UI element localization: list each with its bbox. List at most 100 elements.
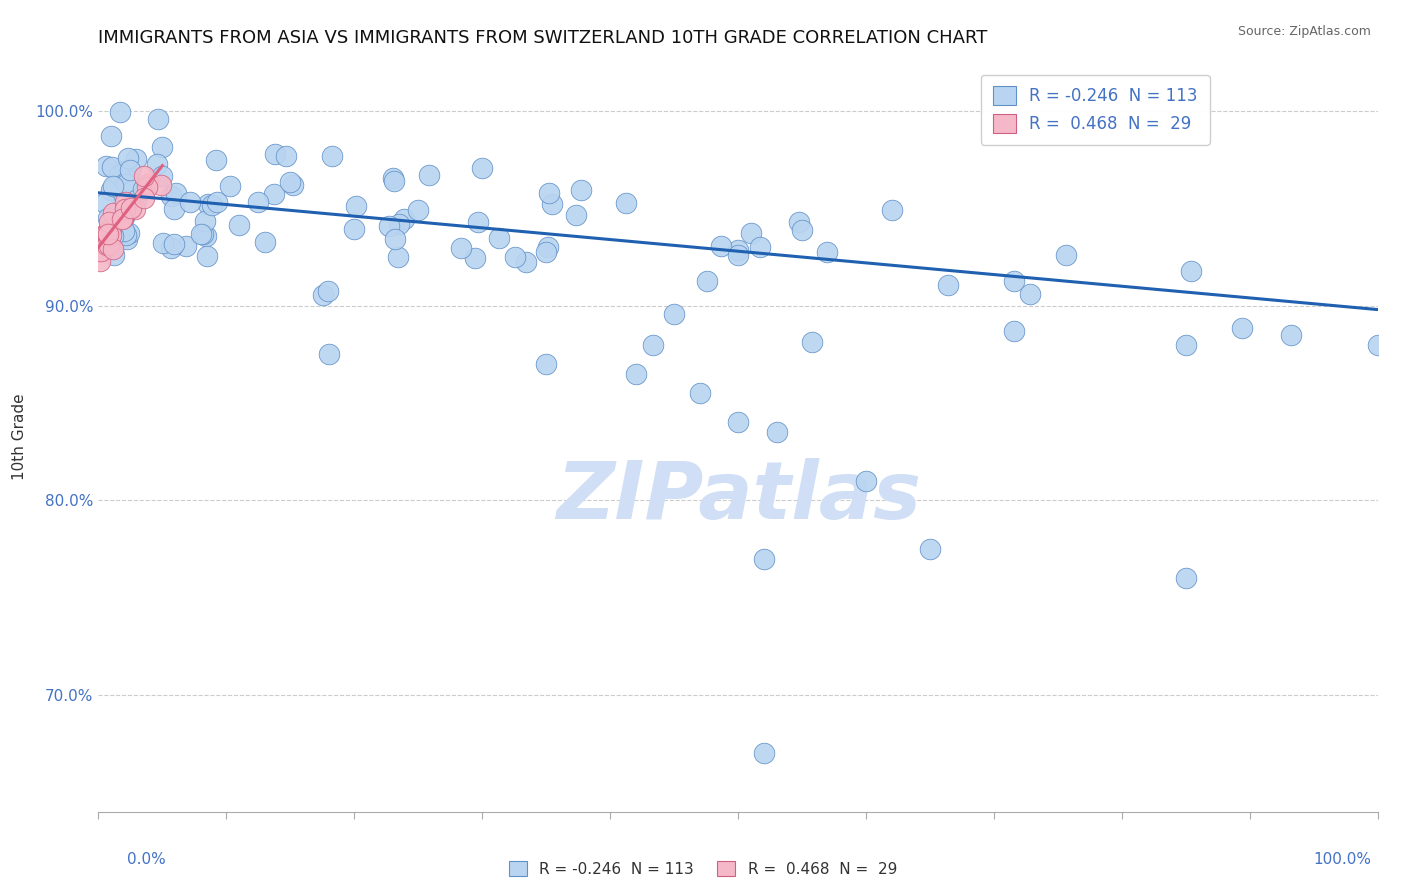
Point [752,747,775,761]
Point [93,238,115,252]
Point [384,231,406,245]
Point [343,222,366,236]
Point [120,202,142,216]
Point [112,164,135,178]
Point [191,227,214,241]
Point [936,277,959,292]
Point [100,129,122,144]
Point [381,171,404,186]
Point [96,227,118,241]
Point [392,212,415,227]
Point [765,425,787,440]
Point [124,193,146,207]
Point [114,195,136,210]
Point [464,252,486,266]
Point [471,161,494,175]
Point [569,183,592,197]
Point [152,169,174,183]
Point [97,238,120,252]
Point [534,245,557,260]
Point [727,248,749,262]
Point [90,244,112,259]
Point [160,189,183,203]
Point [96,159,118,173]
Point [1002,324,1025,338]
Point [503,251,526,265]
Point [120,163,142,178]
Point [538,186,561,201]
Point [146,157,169,171]
Point [880,203,903,218]
Point [316,285,339,299]
Point [108,105,131,120]
Point [1281,328,1303,343]
Point [89,254,111,268]
Point [112,210,135,224]
Point [467,215,489,229]
Point [97,232,120,246]
Point [218,178,240,193]
Point [388,217,411,231]
Point [101,228,124,243]
Point [148,112,170,126]
Point [101,178,124,193]
Point [197,197,219,211]
Point [165,186,187,200]
Point [134,169,156,183]
Point [450,241,472,255]
Point [689,386,711,401]
Point [194,214,217,228]
Point [276,149,298,163]
Point [515,255,537,269]
Point [101,160,124,174]
Text: 100.0%: 100.0% [1313,852,1371,867]
Point [740,226,762,240]
Legend: R = -0.246  N = 113, R =  0.468  N =  29: R = -0.246 N = 113, R = 0.468 N = 29 [502,853,904,884]
Text: IMMIGRANTS FROM ASIA VS IMMIGRANTS FROM SWITZERLAND 10TH GRADE CORRELATION CHART: IMMIGRANTS FROM ASIA VS IMMIGRANTS FROM … [98,29,988,47]
Point [117,151,139,165]
Point [108,168,131,182]
Point [378,219,401,234]
Point [406,202,429,217]
Point [132,191,155,205]
Point [100,220,122,235]
Point [787,215,810,229]
Point [253,235,276,249]
Point [100,228,122,243]
Point [149,178,172,192]
Text: 0.0%: 0.0% [127,852,166,867]
Point [281,178,304,193]
Point [800,334,823,349]
Point [643,337,665,351]
Point [103,248,125,262]
Point [534,357,557,371]
Point [163,202,186,216]
Point [195,249,218,263]
Point [96,238,118,252]
Point [136,177,159,191]
Point [1175,571,1198,585]
Point [540,196,562,211]
Point [537,240,560,254]
Point [727,243,749,257]
Point [246,195,269,210]
Text: Source: ZipAtlas.com: Source: ZipAtlas.com [1237,25,1371,38]
Point [344,198,367,212]
Point [152,139,174,153]
Point [111,212,134,227]
Point [264,146,287,161]
Point [115,175,138,189]
Point [100,183,122,197]
Point [565,208,588,222]
Point [920,541,942,556]
Point [115,227,138,242]
Point [855,474,877,488]
Point [1367,337,1389,351]
Point [93,243,115,257]
Point [815,244,838,259]
Point [97,211,120,225]
Point [790,223,813,237]
Point [205,194,228,209]
Point [112,224,135,238]
Y-axis label: 10th Grade: 10th Grade [13,393,27,481]
